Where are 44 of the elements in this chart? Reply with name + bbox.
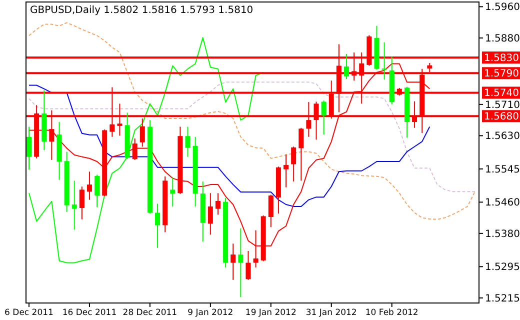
y-tick-label: 1.5630 bbox=[485, 131, 520, 142]
x-tick-label: 19 Jan 2012 bbox=[245, 308, 296, 318]
candlestick bbox=[321, 100, 326, 136]
candlestick bbox=[344, 53, 349, 80]
y-tick-label: 1.5710 bbox=[485, 100, 520, 111]
y-tick-label: 1.5460 bbox=[485, 198, 520, 209]
candlestick bbox=[94, 174, 100, 208]
candlestick bbox=[208, 192, 213, 236]
x-tick-label: 6 Dec 2011 bbox=[4, 308, 54, 318]
candlestick bbox=[155, 203, 160, 248]
candlestick bbox=[72, 180, 77, 230]
x-tick-label: 16 Dec 2011 bbox=[62, 308, 117, 318]
candlestick bbox=[132, 138, 138, 160]
x-tick-label: 9 Jan 2012 bbox=[188, 308, 234, 318]
candlestick bbox=[291, 146, 296, 182]
candlestick bbox=[215, 192, 220, 216]
candlestick bbox=[79, 186, 84, 220]
y-tick-label: 1.5880 bbox=[485, 33, 520, 44]
candlestick bbox=[230, 243, 236, 280]
candlestick bbox=[26, 126, 32, 170]
x-tick-label: 28 Dec 2011 bbox=[122, 308, 178, 318]
candlestick bbox=[268, 194, 274, 228]
candlestick bbox=[86, 171, 92, 200]
line-series bbox=[28, 22, 476, 220]
candlestick bbox=[185, 126, 190, 158]
candlestick bbox=[298, 127, 304, 182]
candlestick bbox=[284, 154, 289, 188]
ref-line-label: 1.5790 bbox=[484, 68, 519, 80]
line-series bbox=[28, 84, 430, 207]
y-tick-label: 1.5215 bbox=[485, 293, 520, 304]
y-tick-label: 1.5295 bbox=[485, 262, 520, 274]
ref-line-label: 1.5740 bbox=[484, 88, 519, 100]
line-series bbox=[28, 82, 476, 192]
candlestick bbox=[238, 228, 244, 298]
ref-line-label: 1.5830 bbox=[484, 53, 519, 64]
y-tick-label: 1.5545 bbox=[485, 164, 520, 176]
y-tick-label: 1.5380 bbox=[485, 228, 520, 240]
candlestick bbox=[246, 250, 251, 280]
candlestick bbox=[170, 176, 176, 207]
ref-line-label: 1.5680 bbox=[484, 112, 519, 123]
y-tick-label: 1.5960 bbox=[485, 2, 520, 14]
x-tick-label: 10 Feb 2012 bbox=[365, 308, 418, 318]
x-tick-label: 31 Jan 2012 bbox=[306, 308, 357, 318]
chart-title: GBPUSD,Daily 1.5802 1.5816 1.5793 1.5810 bbox=[30, 5, 254, 16]
